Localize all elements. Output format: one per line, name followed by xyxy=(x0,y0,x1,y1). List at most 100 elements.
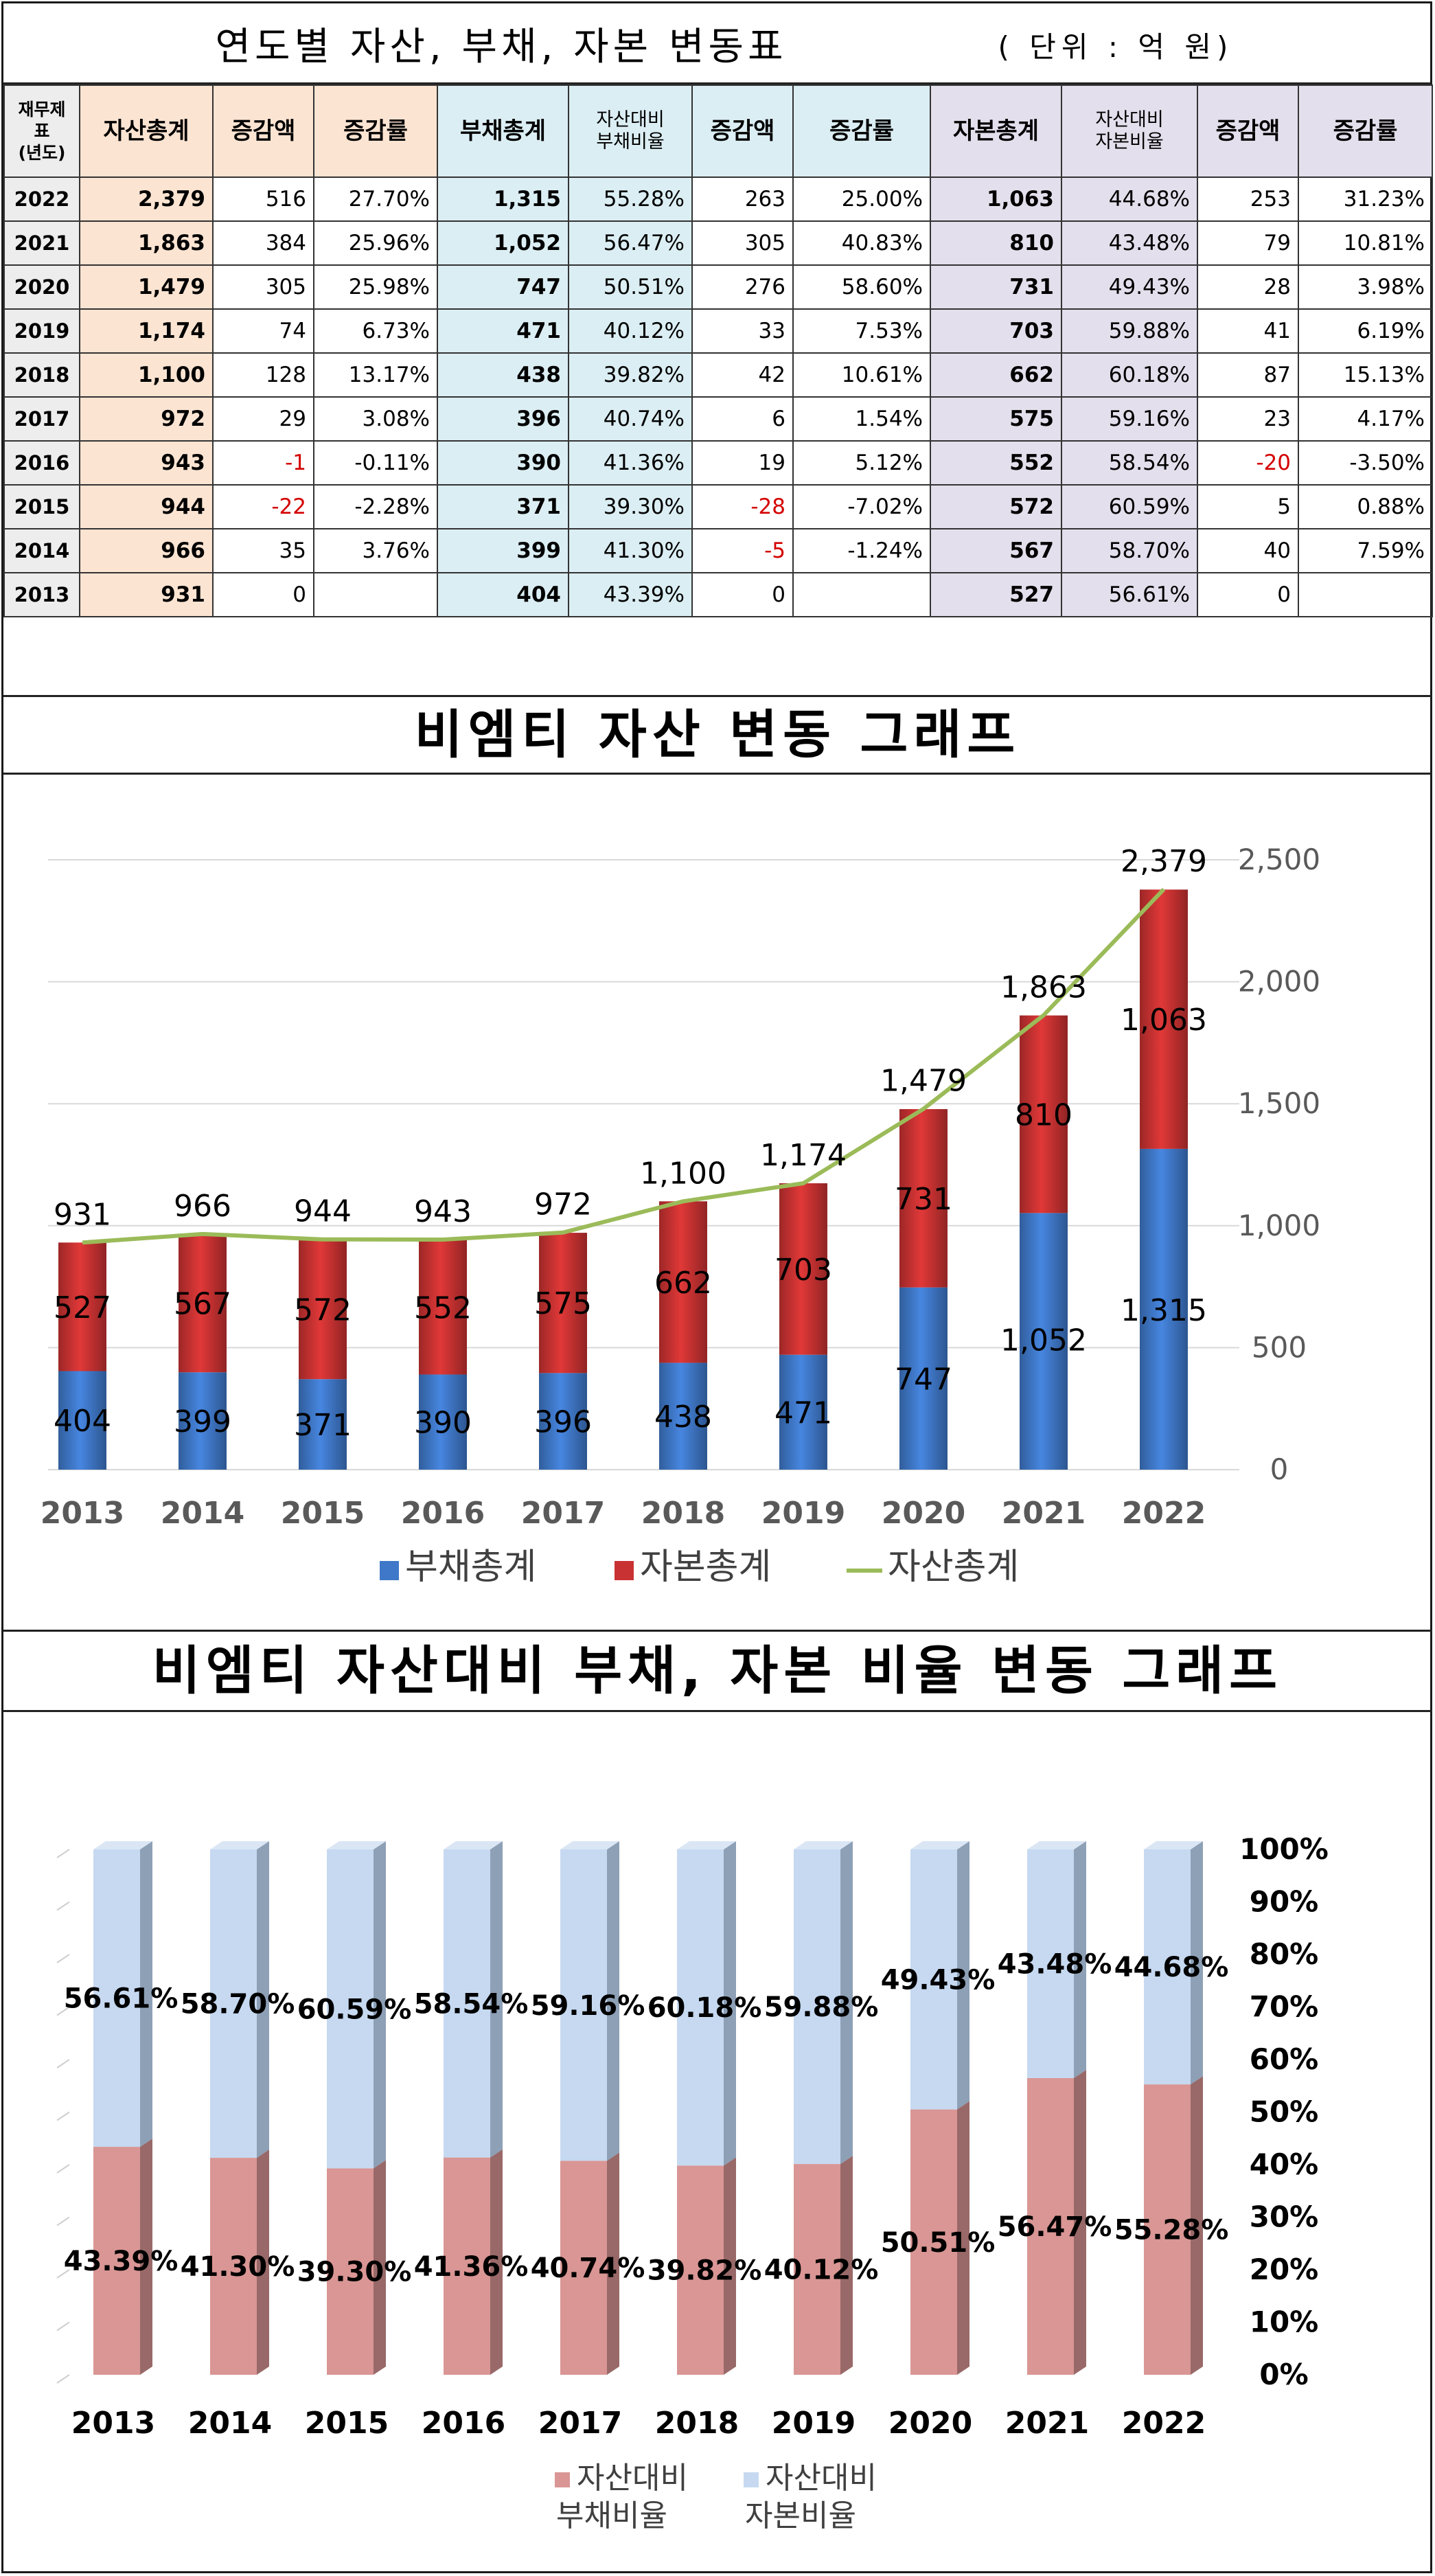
data-label-equity-ratio: 43.48% xyxy=(998,1949,1112,1981)
cell-total-equity: 527 xyxy=(930,572,1062,617)
bar-equity-ratio xyxy=(210,1849,257,2158)
cell-assets-rate: 3.08% xyxy=(313,396,438,442)
cell-total-assets: 1,479 xyxy=(79,264,214,310)
bar-liability-side xyxy=(374,2160,386,2375)
cell-liabilities-rate: -7.02% xyxy=(792,484,931,529)
gridline-stub xyxy=(56,1954,70,1963)
legend-label-equity-2: 자본비율 xyxy=(745,2498,856,2533)
data-label-total: 1,479 xyxy=(880,1064,967,1099)
cell-total-assets: 943 xyxy=(79,440,214,486)
y-tick-label: 500 xyxy=(1252,1330,1307,1364)
header-liabilities-rate: 증감률 xyxy=(792,84,931,178)
bar-liability-ratio xyxy=(910,2109,957,2375)
cell-total-equity: 575 xyxy=(930,396,1062,442)
y-tick-label: 90% xyxy=(1250,1885,1319,1919)
bar-liability-ratio xyxy=(560,2161,607,2375)
cell-assets-change: 128 xyxy=(212,352,314,398)
gridline-stub xyxy=(56,2269,70,2279)
data-label-liability-ratio: 55.28% xyxy=(1114,2215,1229,2246)
financial-table: 재무제 표 (년도) 자산총계 증감액 증감률 부채총계 자산대비 부채비율 증감액 … xyxy=(3,84,1433,617)
cell-total-equity: 572 xyxy=(930,484,1062,529)
legend-label-equity-1: 자산대비 xyxy=(766,2461,877,2496)
cell-equity-change: 79 xyxy=(1197,220,1299,266)
table-row: 2021 1,863 384 25.96% 1,052 56.47% 305 40.83% 81… xyxy=(3,220,1433,266)
legend-swatch-liability xyxy=(555,2472,570,2487)
x-tick-label: 2017 xyxy=(521,1496,605,1531)
cell-total-liabilities: 390 xyxy=(437,440,569,486)
header-total-liabilities: 부채총계 xyxy=(437,84,569,178)
header-total-assets: 자산총계 xyxy=(79,84,214,178)
header-equity-change: 증감액 xyxy=(1197,84,1299,178)
cell-assets-rate: 13.17% xyxy=(313,352,438,398)
cell-total-equity: 703 xyxy=(930,308,1062,354)
bar-liability-ratio xyxy=(677,2165,724,2375)
x-tick-label: 2021 xyxy=(1005,2406,1089,2441)
data-label-equity: 552 xyxy=(414,1290,472,1325)
x-tick-label: 2015 xyxy=(305,2406,389,2441)
x-tick-label: 2022 xyxy=(1122,1496,1206,1531)
cell-total-equity: 1,063 xyxy=(930,176,1062,222)
cell-liabilities-rate xyxy=(792,572,931,617)
x-tick-label: 2022 xyxy=(1122,2406,1206,2441)
cell-equity-change: 41 xyxy=(1197,308,1299,354)
data-label-equity-ratio: 59.16% xyxy=(531,1990,645,2022)
data-label-debt: 438 xyxy=(654,1400,712,1435)
cell-assets-change: 35 xyxy=(212,528,314,573)
table-row: 2020 1,479 305 25.98% 747 50.51% 276 58.60% 731 4… xyxy=(3,264,1433,310)
gridline-stub xyxy=(56,2164,70,2174)
cell-total-liabilities: 471 xyxy=(437,308,569,354)
data-label-liability-ratio: 50.51% xyxy=(881,2227,996,2259)
cell-liabilities-rate: 7.53% xyxy=(792,308,931,354)
bar-liability-ratio xyxy=(210,2158,257,2375)
data-label-equity-ratio: 60.59% xyxy=(297,1994,412,2026)
data-label-debt: 1,315 xyxy=(1121,1293,1207,1328)
bar-equity-side xyxy=(1191,1841,1203,2085)
bar-equity-ratio xyxy=(560,1849,607,2161)
data-label-equity: 575 xyxy=(534,1286,592,1321)
bar-equity-side xyxy=(374,1841,386,2169)
gridline-stub xyxy=(56,2059,70,2068)
bar-equity xyxy=(1020,1015,1068,1213)
x-tick-label: 2019 xyxy=(772,2406,856,2441)
bar-liability-ratio xyxy=(1144,2084,1191,2375)
bar-equity xyxy=(179,1233,227,1373)
cell-liabilities-change: 33 xyxy=(691,308,794,354)
x-tick-label: 2016 xyxy=(401,1496,485,1531)
cell-liabilities-rate: 10.61% xyxy=(792,352,931,398)
cell-liabilities-change: 19 xyxy=(691,440,794,486)
cell-year: 2022 xyxy=(3,176,80,222)
y-tick-label: 10% xyxy=(1250,2305,1319,2339)
gridline-stub xyxy=(56,2321,70,2332)
line-total-assets xyxy=(82,887,1166,1245)
cell-liabilities-change: -28 xyxy=(691,484,794,529)
cell-assets-rate: 3.76% xyxy=(313,528,438,573)
cell-assets-change: 305 xyxy=(212,264,314,310)
cell-equity-rate: 7.59% xyxy=(1298,528,1433,573)
bar-top xyxy=(327,1841,386,1849)
bar-liability-side xyxy=(257,2150,269,2375)
cell-assets-rate: 6.73% xyxy=(313,308,438,354)
cell-liability-ratio: 40.12% xyxy=(568,308,693,354)
legend-label-equity: 자본총계 xyxy=(640,1547,771,1588)
bar-top xyxy=(1144,1841,1203,1849)
gridline-stub xyxy=(56,2006,70,2016)
data-label-equity: 703 xyxy=(774,1253,832,1288)
bar-liability-side xyxy=(840,2156,853,2375)
header-liabilities-change: 증감액 xyxy=(691,84,794,178)
bar-liability-ratio xyxy=(444,2157,490,2375)
bar-top xyxy=(1027,1841,1086,1849)
table-row: 2018 1,100 128 13.17% 438 39.82% 42 10.61% 662 60… xyxy=(3,352,1433,398)
cell-equity-ratio: 44.68% xyxy=(1061,176,1198,222)
bar-top xyxy=(677,1841,736,1849)
bar-liability-ratio xyxy=(794,2164,840,2375)
data-label-total: 944 xyxy=(294,1194,352,1229)
cell-assets-change: 29 xyxy=(212,396,314,442)
cell-liability-ratio: 43.39% xyxy=(568,572,693,617)
bar-liability-ratio xyxy=(327,2168,374,2375)
data-label-debt: 390 xyxy=(414,1406,472,1441)
y-tick-label: 1,000 xyxy=(1238,1209,1320,1242)
cell-year: 2018 xyxy=(3,352,80,398)
chart2-title: 비엠티 자산대비 부채, 자본 비율 변동 그래프 xyxy=(3,1630,1432,1712)
cell-equity-change: 40 xyxy=(1197,528,1299,573)
